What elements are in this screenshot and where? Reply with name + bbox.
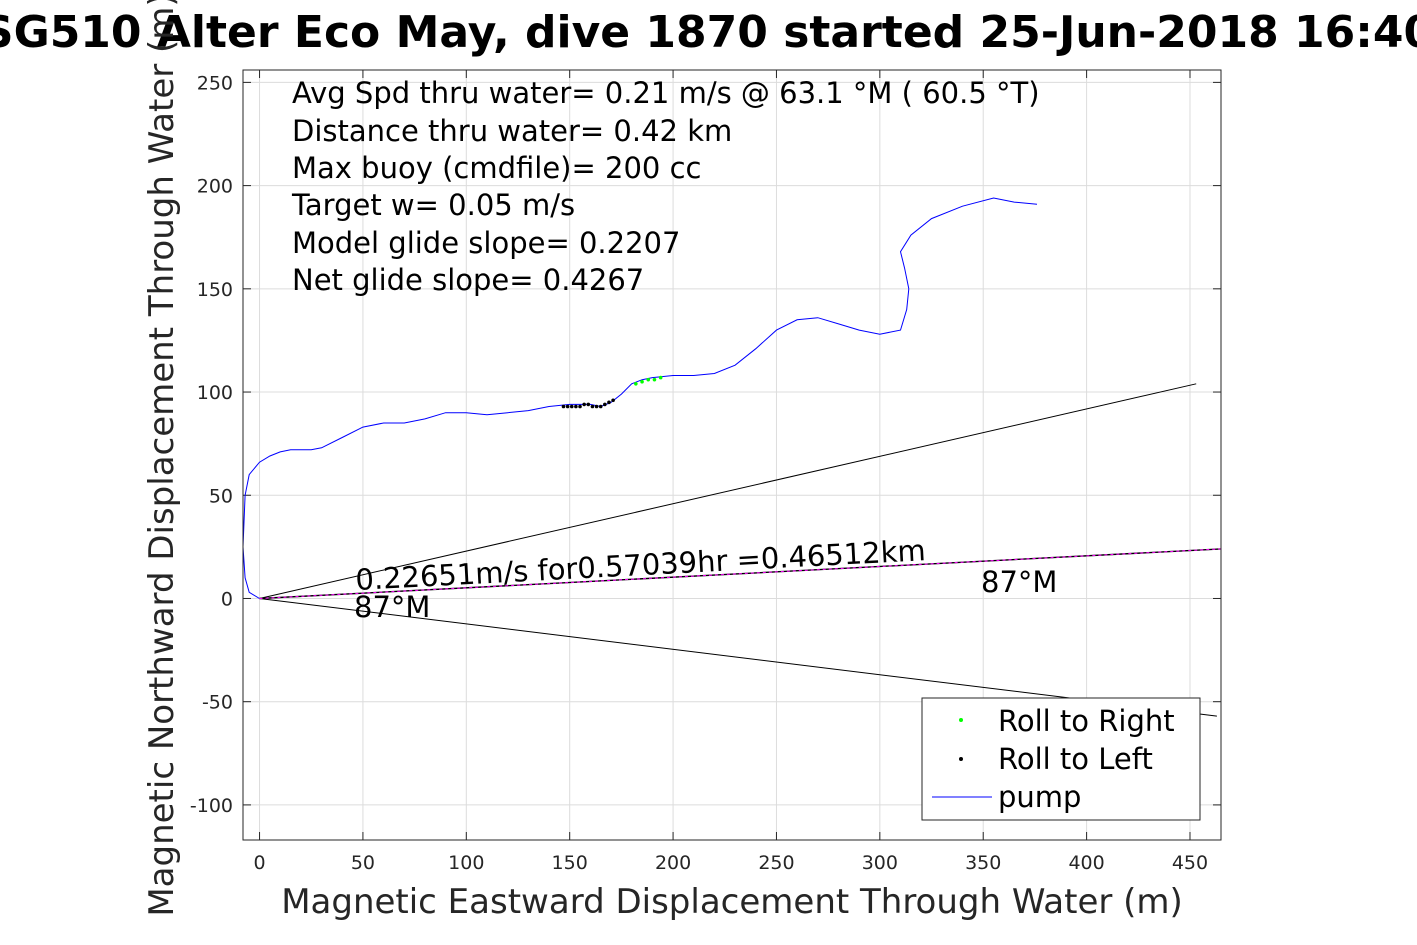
stat-max-buoy: Max buoy (cmdfile)= 200 cc (292, 151, 701, 185)
x-tick-label: 300 (862, 852, 898, 874)
plot-frame (242, 69, 1222, 841)
roll-left-point (582, 402, 586, 407)
x-tick-label: 450 (1172, 852, 1208, 874)
roll-right-point (652, 377, 657, 382)
roll-left-point (561, 404, 566, 409)
y-tick-label: 50 (209, 485, 233, 507)
y-tick-label: 150 (197, 279, 233, 301)
roll-right-point (634, 381, 638, 386)
x-tick-label: 400 (1068, 852, 1104, 874)
roll-left-point (611, 398, 615, 403)
grid (243, 70, 1221, 840)
roll-left-point (578, 404, 582, 409)
y-tick-label: 200 (197, 176, 233, 198)
roll-left-point (565, 404, 570, 409)
y-tick-label: -50 (202, 692, 233, 714)
roll-left-point (594, 404, 599, 409)
roll-right-point (658, 375, 663, 380)
plot-area (242, 197, 1222, 717)
y-tick-label: -100 (190, 795, 233, 817)
roll-left-point (586, 402, 591, 407)
x-axis-label: Magnetic Eastward Displacement Through W… (281, 882, 1183, 922)
y-tick-label: 250 (197, 72, 233, 94)
heading-line (259, 383, 1197, 599)
legend-box (921, 697, 1201, 821)
roll-left-point (574, 404, 578, 409)
stat-target-w: Target w= 0.05 m/s (291, 188, 575, 222)
heading-label-start: 87°M (354, 590, 430, 624)
x-tick-label: 100 (448, 852, 484, 874)
roll-right-point (640, 379, 644, 384)
x-tick-label: 150 (552, 852, 588, 874)
legend-roll-right-marker (959, 718, 963, 722)
tick-labels: 0 50 100 150 200 250 300 350 400 450 -100 -50 0 50 100… (190, 72, 1208, 874)
stat-model-glide-slope: Model glide slope= 0.2207 (292, 226, 680, 260)
roll-left-point (603, 402, 607, 407)
roll-right-point (646, 377, 651, 382)
heading-label-end: 87°M (981, 565, 1057, 599)
heading-line (259, 598, 1217, 717)
legend-pump-label: pump (998, 780, 1081, 814)
current-line (259, 548, 1222, 599)
legend-roll-left-marker (959, 757, 963, 761)
legend-roll-right-label: Roll to Right (998, 704, 1175, 738)
x-tick-label: 250 (758, 852, 794, 874)
x-tick-label: 50 (351, 852, 375, 874)
stat-avg-speed: Avg Spd thru water= 0.21 m/s @ 63.1 °M (… (292, 76, 1040, 110)
x-tick-label: 200 (655, 852, 691, 874)
stats-annotation: Avg Spd thru water= 0.21 m/s @ 63.1 °M (… (291, 76, 1040, 297)
x-tick-label: 0 (253, 852, 265, 874)
stat-net-glide-slope: Net glide slope= 0.4267 (292, 263, 644, 297)
roll-left-point (569, 404, 574, 409)
y-axis-label: Magnetic Northward Displacement Through … (142, 0, 182, 917)
y-tick-label: 0 (221, 588, 233, 610)
legend: Roll to Right Roll to Left pump (921, 697, 1201, 821)
roll-left-point (598, 404, 603, 409)
y-tick-label: 100 (197, 382, 233, 404)
roll-left-point (590, 404, 595, 409)
chart-title: SG510 Alter Eco May, dive 1870 started 2… (0, 7, 1417, 58)
roll-left-point (607, 400, 611, 405)
x-tick-label: 350 (965, 852, 1001, 874)
legend-roll-left-label: Roll to Left (998, 742, 1153, 776)
stat-distance: Distance thru water= 0.42 km (292, 114, 732, 148)
